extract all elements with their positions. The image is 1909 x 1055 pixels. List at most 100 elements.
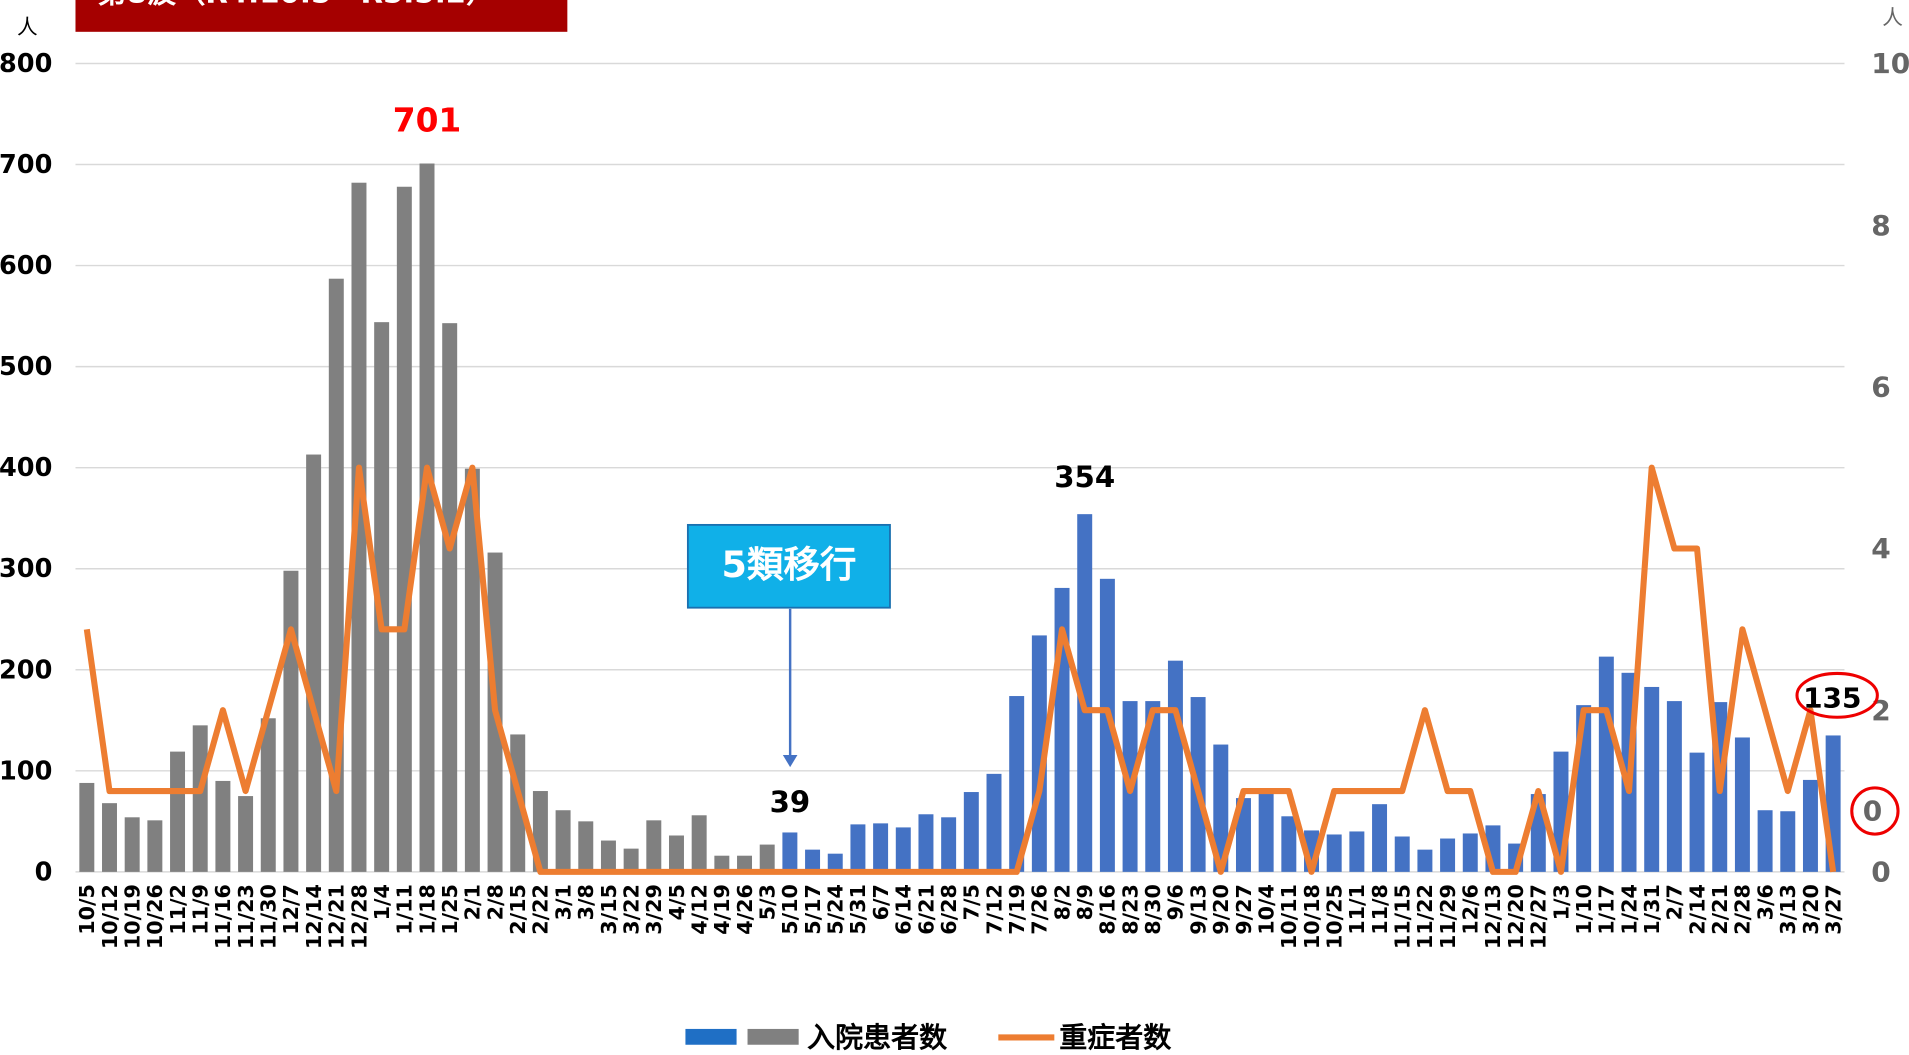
x-tick-label: 5/24: [824, 884, 848, 935]
y2-tick-label: 8: [1871, 209, 1890, 242]
x-tick-label: 4/12: [687, 884, 711, 935]
x-tick-label: 7/19: [1005, 884, 1029, 935]
bar: [805, 849, 821, 872]
bar: [873, 823, 889, 872]
x-tick-label: 3/22: [619, 884, 643, 935]
legend-label: 重症者数: [1059, 1021, 1172, 1051]
x-tick-label: 1/25: [438, 884, 462, 935]
x-tick-label: 1/18: [415, 884, 439, 935]
bar: [1666, 701, 1682, 872]
x-tick-label: 11/8: [1368, 884, 1392, 935]
x-tick-label: 11/15: [1391, 884, 1415, 949]
x-tick-label: 12/6: [1459, 884, 1483, 935]
x-tick-label: 11/16: [211, 884, 235, 949]
x-tick-label: 3/29: [642, 884, 666, 935]
bar: [1689, 752, 1705, 872]
annotation: 39: [770, 785, 811, 819]
x-tick-label: 10/26: [143, 884, 167, 949]
x-tick-label: 2/15: [506, 884, 530, 935]
bar: [1417, 849, 1433, 872]
y-tick-label: 0: [35, 857, 53, 887]
annotation: 5類移行: [721, 543, 856, 586]
bar: [1372, 804, 1388, 872]
x-tick-label: 1/24: [1617, 884, 1641, 935]
x-tick-label: 11/2: [166, 884, 190, 935]
bar: [986, 773, 1002, 872]
bar: [555, 810, 571, 872]
bar: [1598, 656, 1614, 872]
bar: [1258, 793, 1274, 872]
annotation-arrowhead: [782, 754, 798, 768]
bar: [737, 855, 753, 872]
bar: [850, 824, 866, 872]
bar: [1349, 831, 1365, 872]
x-tick-label: 6/28: [937, 884, 961, 935]
x-tick-label: 10/11: [1277, 884, 1301, 949]
bar: [1757, 810, 1773, 872]
x-tick-label: 12/14: [302, 884, 326, 949]
x-tick-label: 3/27: [1821, 884, 1845, 935]
x-tick-label: 5/3: [756, 884, 780, 920]
bar: [1734, 737, 1750, 872]
title-box: [75, 0, 568, 32]
x-tick-label: 8/30: [1141, 884, 1165, 935]
x-tick-label: 1/4: [370, 884, 394, 920]
x-tick-label: 12/27: [1527, 884, 1551, 949]
x-tick-label: 11/29: [1436, 884, 1460, 949]
annotation: 135: [1803, 682, 1861, 715]
x-tick-label: 1/17: [1595, 884, 1619, 935]
x-tick-label: 2/7: [1663, 884, 1687, 920]
x-tick-label: 12/7: [279, 884, 303, 935]
x-tick-label: 9/20: [1209, 884, 1233, 935]
y2-tick-label: 10: [1871, 47, 1909, 80]
x-tick-label: 11/22: [1413, 884, 1437, 949]
x-tick-label: 2/21: [1708, 884, 1732, 935]
x-tick-label: 1/3: [1549, 884, 1573, 920]
annotation-box: [686, 523, 891, 609]
x-tick-label: 11/9: [189, 884, 213, 935]
x-tick-label: 8/23: [1118, 884, 1142, 935]
y2-unit: 人: [1882, 6, 1903, 30]
x-tick-label: 2/1: [461, 884, 485, 920]
x-tick-label: 7/26: [1028, 884, 1052, 935]
x-tick-label: 6/21: [914, 884, 938, 935]
legend-label: 入院患者数: [807, 1021, 948, 1051]
bar: [1077, 514, 1093, 872]
bar: [464, 468, 480, 872]
x-tick-label: 8/2: [1050, 884, 1074, 920]
bar: [1145, 701, 1161, 872]
x-tick-label: 1/10: [1572, 884, 1596, 935]
bar: [895, 827, 911, 872]
x-tick-label: 12/20: [1504, 884, 1528, 949]
bar: [396, 186, 412, 872]
x-tick-label: 10/5: [75, 884, 99, 935]
x-tick-label: 11/1: [1345, 884, 1369, 935]
bar: [782, 832, 798, 872]
x-tick-label: 11/23: [234, 884, 258, 949]
x-tick-label: 3/1: [551, 884, 575, 920]
y-tick-label: 700: [0, 150, 52, 180]
x-tick-label: 9/27: [1232, 884, 1256, 935]
y-tick-label: 800: [0, 49, 52, 79]
bar: [600, 840, 616, 872]
bar: [124, 817, 140, 872]
x-tick-label: 3/20: [1799, 884, 1823, 935]
y2-tick-label: 4: [1871, 532, 1890, 565]
bar: [759, 844, 775, 872]
bar: [238, 796, 254, 872]
y-unit: 人: [17, 15, 38, 39]
x-tick-label: 2/22: [529, 884, 553, 935]
x-tick-label: 9/6: [1164, 884, 1188, 920]
x-tick-label: 12/28: [347, 884, 371, 949]
y2-tick-label: 6: [1871, 371, 1890, 404]
annotation: 0: [1863, 795, 1882, 828]
x-tick-label: 3/13: [1776, 884, 1800, 935]
x-tick-label: 7/12: [982, 884, 1006, 935]
bar: [79, 782, 95, 872]
x-tick-label: 4/26: [733, 884, 757, 935]
bar: [1462, 833, 1478, 872]
x-tick-label: 8/16: [1096, 884, 1120, 935]
bar: [1440, 838, 1456, 872]
x-tick-label: 4/19: [710, 884, 734, 935]
